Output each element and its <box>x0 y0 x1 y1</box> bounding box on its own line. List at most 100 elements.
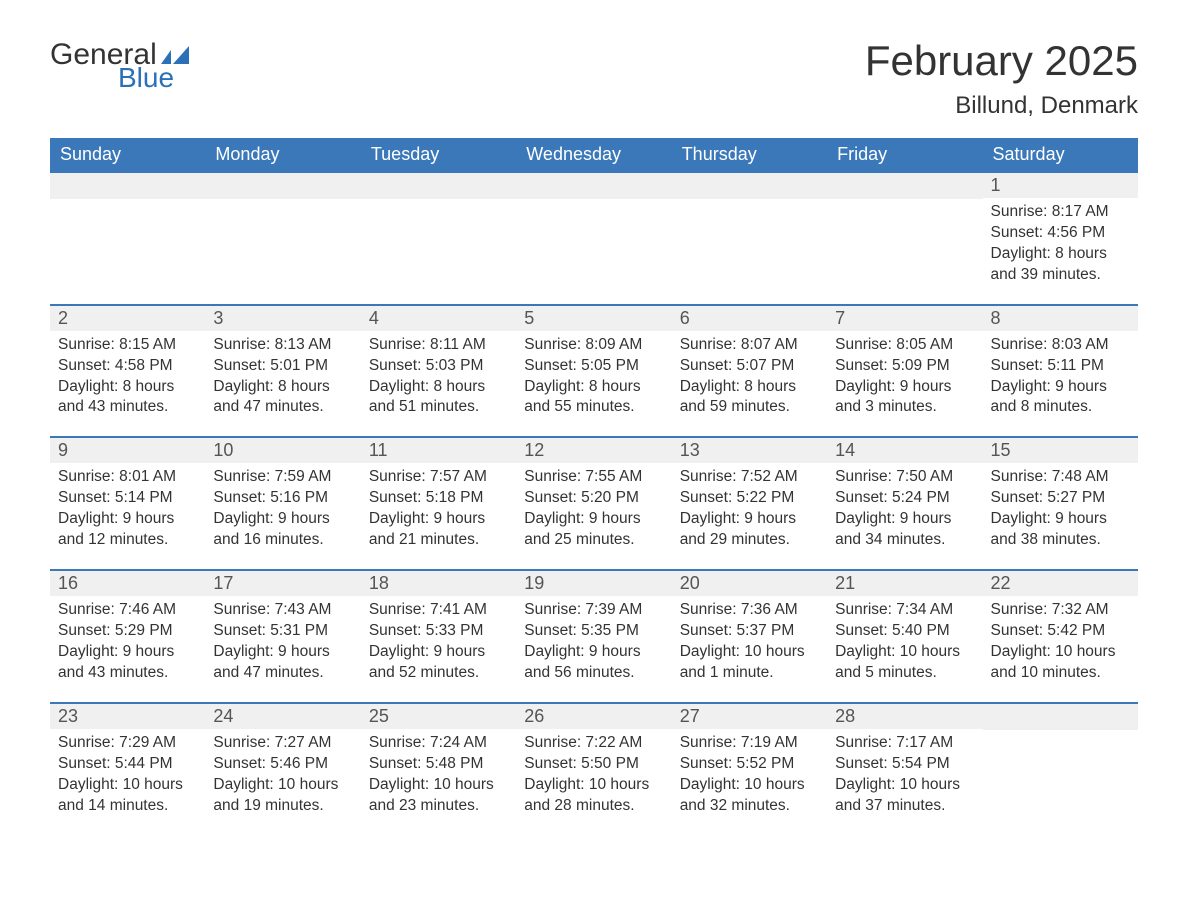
week-separator <box>50 692 1138 702</box>
week-separator <box>50 559 1138 569</box>
day-details: Sunrise: 7:36 AMSunset: 5:37 PMDaylight:… <box>672 596 827 692</box>
calendar-cell <box>205 171 360 294</box>
day-details: Sunrise: 8:07 AMSunset: 5:07 PMDaylight:… <box>672 331 827 427</box>
header: General Blue February 2025 Billund, Denm… <box>50 40 1138 120</box>
calendar-cell: 15Sunrise: 7:48 AMSunset: 5:27 PMDayligh… <box>983 436 1138 559</box>
calendar-week: 2Sunrise: 8:15 AMSunset: 4:58 PMDaylight… <box>50 304 1138 427</box>
calendar-cell: 22Sunrise: 7:32 AMSunset: 5:42 PMDayligh… <box>983 569 1138 692</box>
day-details: Sunrise: 7:50 AMSunset: 5:24 PMDaylight:… <box>827 463 982 559</box>
calendar-cell: 3Sunrise: 8:13 AMSunset: 5:01 PMDaylight… <box>205 304 360 427</box>
day-details: Sunrise: 8:09 AMSunset: 5:05 PMDaylight:… <box>516 331 671 427</box>
calendar-cell: 23Sunrise: 7:29 AMSunset: 5:44 PMDayligh… <box>50 702 205 825</box>
calendar-cell: 18Sunrise: 7:41 AMSunset: 5:33 PMDayligh… <box>361 569 516 692</box>
day-details: Sunrise: 8:05 AMSunset: 5:09 PMDaylight:… <box>827 331 982 427</box>
day-number: 7 <box>827 306 982 331</box>
day-number: 28 <box>827 704 982 729</box>
calendar-cell: 13Sunrise: 7:52 AMSunset: 5:22 PMDayligh… <box>672 436 827 559</box>
weekday-header: Saturday <box>983 138 1138 171</box>
day-number: 3 <box>205 306 360 331</box>
month-title: February 2025 <box>865 40 1138 82</box>
weekday-header: Friday <box>827 138 982 171</box>
day-details: Sunrise: 7:24 AMSunset: 5:48 PMDaylight:… <box>361 729 516 825</box>
day-details: Sunrise: 7:32 AMSunset: 5:42 PMDaylight:… <box>983 596 1138 692</box>
day-details: Sunrise: 8:01 AMSunset: 5:14 PMDaylight:… <box>50 463 205 559</box>
calendar-cell: 26Sunrise: 7:22 AMSunset: 5:50 PMDayligh… <box>516 702 671 825</box>
day-details: Sunrise: 7:52 AMSunset: 5:22 PMDaylight:… <box>672 463 827 559</box>
title-block: February 2025 Billund, Denmark <box>865 40 1138 120</box>
day-number: 10 <box>205 438 360 463</box>
day-details: Sunrise: 7:48 AMSunset: 5:27 PMDaylight:… <box>983 463 1138 559</box>
calendar-cell: 24Sunrise: 7:27 AMSunset: 5:46 PMDayligh… <box>205 702 360 825</box>
day-number: 22 <box>983 571 1138 596</box>
day-number: 27 <box>672 704 827 729</box>
day-number: 15 <box>983 438 1138 463</box>
day-details: Sunrise: 8:13 AMSunset: 5:01 PMDaylight:… <box>205 331 360 427</box>
day-number: 12 <box>516 438 671 463</box>
calendar-cell: 8Sunrise: 8:03 AMSunset: 5:11 PMDaylight… <box>983 304 1138 427</box>
day-details: Sunrise: 8:03 AMSunset: 5:11 PMDaylight:… <box>983 331 1138 427</box>
calendar-week: 9Sunrise: 8:01 AMSunset: 5:14 PMDaylight… <box>50 436 1138 559</box>
week-separator <box>50 426 1138 436</box>
calendar-cell: 4Sunrise: 8:11 AMSunset: 5:03 PMDaylight… <box>361 304 516 427</box>
calendar-cell <box>827 171 982 294</box>
weekday-header: Monday <box>205 138 360 171</box>
calendar-cell: 19Sunrise: 7:39 AMSunset: 5:35 PMDayligh… <box>516 569 671 692</box>
calendar-cell <box>672 171 827 294</box>
day-details: Sunrise: 7:34 AMSunset: 5:40 PMDaylight:… <box>827 596 982 692</box>
location: Billund, Denmark <box>865 92 1138 120</box>
day-details: Sunrise: 7:46 AMSunset: 5:29 PMDaylight:… <box>50 596 205 692</box>
calendar-table: SundayMondayTuesdayWednesdayThursdayFrid… <box>50 138 1138 824</box>
day-details: Sunrise: 7:22 AMSunset: 5:50 PMDaylight:… <box>516 729 671 825</box>
day-details: Sunrise: 7:59 AMSunset: 5:16 PMDaylight:… <box>205 463 360 559</box>
day-number: 26 <box>516 704 671 729</box>
calendar-cell: 16Sunrise: 7:46 AMSunset: 5:29 PMDayligh… <box>50 569 205 692</box>
day-number: 9 <box>50 438 205 463</box>
calendar-cell <box>361 171 516 294</box>
calendar-cell <box>516 171 671 294</box>
calendar-cell: 6Sunrise: 8:07 AMSunset: 5:07 PMDaylight… <box>672 304 827 427</box>
calendar-week: 1Sunrise: 8:17 AMSunset: 4:56 PMDaylight… <box>50 171 1138 294</box>
day-number: 5 <box>516 306 671 331</box>
day-number: 8 <box>983 306 1138 331</box>
calendar-week: 16Sunrise: 7:46 AMSunset: 5:29 PMDayligh… <box>50 569 1138 692</box>
day-number: 21 <box>827 571 982 596</box>
day-details: Sunrise: 7:43 AMSunset: 5:31 PMDaylight:… <box>205 596 360 692</box>
calendar-cell: 20Sunrise: 7:36 AMSunset: 5:37 PMDayligh… <box>672 569 827 692</box>
calendar-cell: 28Sunrise: 7:17 AMSunset: 5:54 PMDayligh… <box>827 702 982 825</box>
day-number: 20 <box>672 571 827 596</box>
calendar-cell: 9Sunrise: 8:01 AMSunset: 5:14 PMDaylight… <box>50 436 205 559</box>
week-separator <box>50 294 1138 304</box>
weekday-header: Sunday <box>50 138 205 171</box>
day-details: Sunrise: 8:11 AMSunset: 5:03 PMDaylight:… <box>361 331 516 427</box>
calendar-cell: 12Sunrise: 7:55 AMSunset: 5:20 PMDayligh… <box>516 436 671 559</box>
calendar-cell: 5Sunrise: 8:09 AMSunset: 5:05 PMDaylight… <box>516 304 671 427</box>
calendar-cell: 7Sunrise: 8:05 AMSunset: 5:09 PMDaylight… <box>827 304 982 427</box>
calendar-body: 1Sunrise: 8:17 AMSunset: 4:56 PMDaylight… <box>50 171 1138 824</box>
calendar-cell: 21Sunrise: 7:34 AMSunset: 5:40 PMDayligh… <box>827 569 982 692</box>
day-details: Sunrise: 7:39 AMSunset: 5:35 PMDaylight:… <box>516 596 671 692</box>
calendar-cell: 11Sunrise: 7:57 AMSunset: 5:18 PMDayligh… <box>361 436 516 559</box>
day-details: Sunrise: 7:19 AMSunset: 5:52 PMDaylight:… <box>672 729 827 825</box>
calendar-cell: 1Sunrise: 8:17 AMSunset: 4:56 PMDaylight… <box>983 171 1138 294</box>
calendar-cell: 27Sunrise: 7:19 AMSunset: 5:52 PMDayligh… <box>672 702 827 825</box>
day-details: Sunrise: 7:17 AMSunset: 5:54 PMDaylight:… <box>827 729 982 825</box>
weekday-header: Thursday <box>672 138 827 171</box>
day-number: 16 <box>50 571 205 596</box>
day-number: 1 <box>983 173 1138 198</box>
day-number: 24 <box>205 704 360 729</box>
day-number: 25 <box>361 704 516 729</box>
calendar-head: SundayMondayTuesdayWednesdayThursdayFrid… <box>50 138 1138 171</box>
day-number: 13 <box>672 438 827 463</box>
day-details: Sunrise: 7:29 AMSunset: 5:44 PMDaylight:… <box>50 729 205 825</box>
calendar-week: 23Sunrise: 7:29 AMSunset: 5:44 PMDayligh… <box>50 702 1138 825</box>
day-number: 4 <box>361 306 516 331</box>
day-number: 14 <box>827 438 982 463</box>
logo-word-blue: Blue <box>118 64 189 92</box>
day-number: 19 <box>516 571 671 596</box>
weekday-header: Tuesday <box>361 138 516 171</box>
day-details: Sunrise: 8:15 AMSunset: 4:58 PMDaylight:… <box>50 331 205 427</box>
weekday-header: Wednesday <box>516 138 671 171</box>
calendar-cell: 10Sunrise: 7:59 AMSunset: 5:16 PMDayligh… <box>205 436 360 559</box>
calendar-cell: 14Sunrise: 7:50 AMSunset: 5:24 PMDayligh… <box>827 436 982 559</box>
day-number: 18 <box>361 571 516 596</box>
